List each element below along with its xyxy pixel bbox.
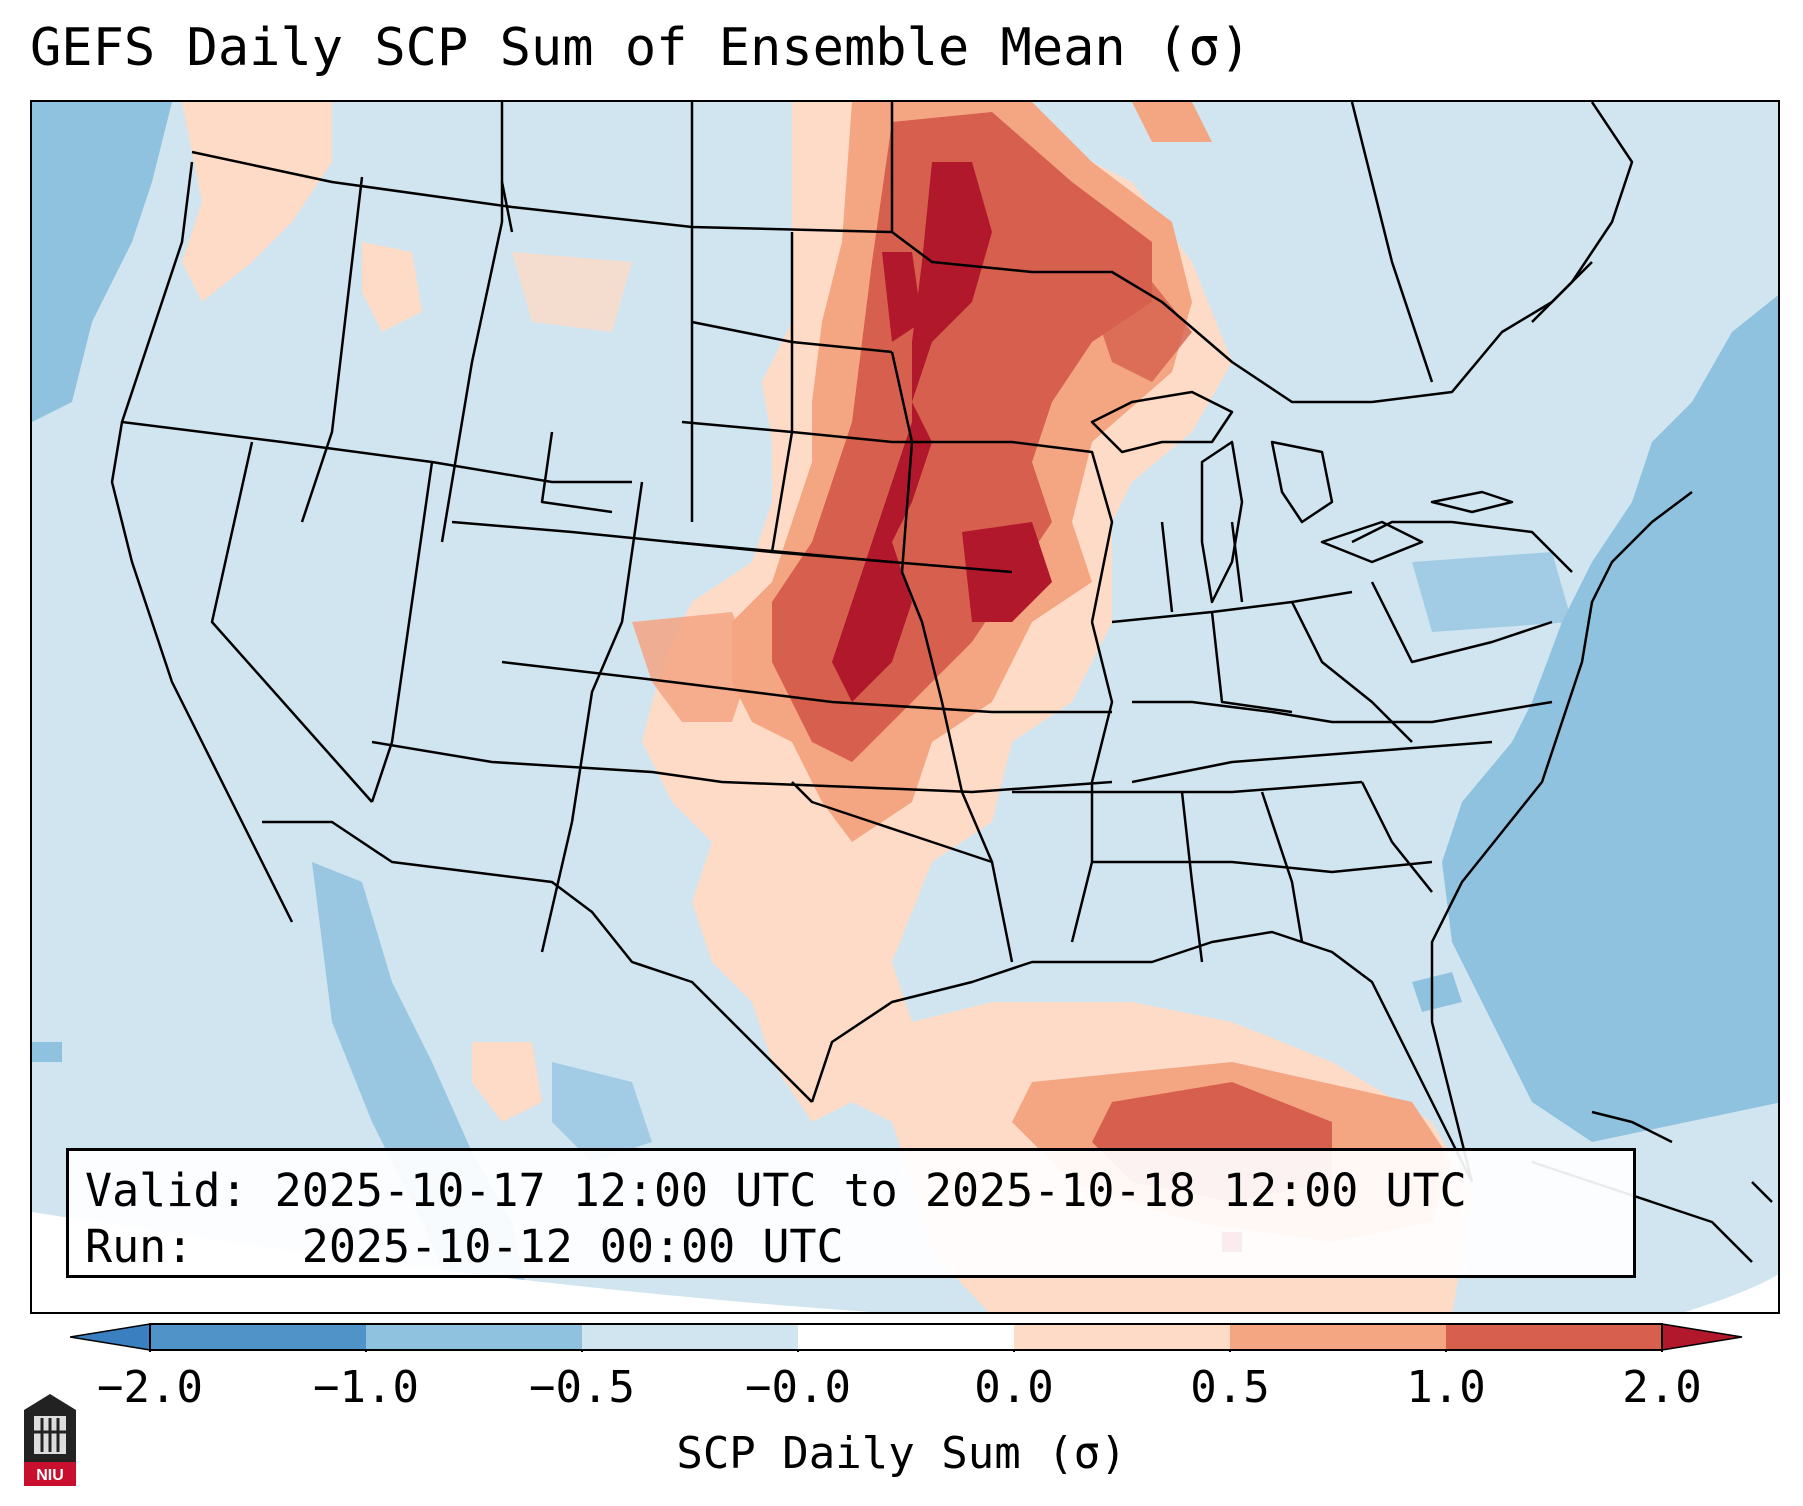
niu-logo: NIU [24,1394,76,1486]
valid-value: 2025-10-17 12:00 UTC to 2025-10-18 12:00… [274,1164,1467,1217]
map-title: GEFS Daily SCP Sum of Ensemble Mean (σ) [30,18,1251,78]
pennsylvania-blue-patch [1412,552,1572,632]
colorbar-segment-4 [798,1324,1014,1350]
colorbar-segment-1 [150,1324,366,1350]
colorbar-segment-2 [366,1324,582,1350]
colorbar-segment-7 [1446,1324,1662,1350]
map-panel[interactable] [30,100,1780,1314]
colorbar-tick-7: 1.0 [1406,1362,1486,1413]
colorbar-over-arrow [1661,1323,1743,1351]
idaho-light-region [362,242,422,332]
colorbar-tick-1: −2.0 [97,1362,203,1413]
pacific-ocean-cell [32,1042,62,1062]
colorbar-tick-4: −0.0 [745,1362,851,1413]
colorado-medium-region [632,612,752,722]
colorbar-segment-3 [582,1324,798,1350]
state-borders [110,102,1773,1263]
map-svg [32,102,1778,1312]
colorbar-outline [149,1323,1663,1351]
mexico-light-region [472,1042,542,1122]
pnw-light-region [182,102,332,302]
run-value: 2025-10-12 00:00 UTC [301,1220,844,1273]
mexico-blue-patch [552,1062,652,1162]
colorbar-segment-5 [1014,1324,1230,1350]
valid-label: Valid: [85,1164,248,1217]
run-label: Run: [85,1220,194,1273]
colorbar-segment-6 [1230,1324,1446,1350]
logo-banner [24,1462,76,1486]
logo-text: NIU [36,1467,64,1484]
mask-bottom-right [1685,1274,1778,1312]
colorbar-tick-5: 0.0 [974,1362,1054,1413]
montana-light-region [512,252,632,332]
scp-max-region-1 [832,162,992,702]
florida-blue-patch [1412,972,1462,1012]
colorbar-tick-6: 0.5 [1190,1362,1270,1413]
colorbar-under-arrow [70,1323,151,1351]
colorbar [70,1323,1743,1352]
valid-run-box: Valid: 2025-10-17 12:00 UTC to 2025-10-1… [66,1148,1636,1278]
logo-windows [34,1418,66,1452]
pacific-ocean-north [32,102,172,422]
ontario-medium-region [1132,102,1212,142]
mask-bottom-left [32,1212,871,1312]
colorbar-tick-8: 2.0 [1622,1362,1702,1413]
atlantic-ocean [1442,295,1778,1142]
scp-max-region-3 [882,252,922,342]
colorbar-tick-3: −0.5 [529,1362,635,1413]
colorbar-label: SCP Daily Sum (σ) [676,1428,1127,1479]
colorbar-tick-marks [149,1350,1663,1352]
colorbar-tick-2: −1.0 [313,1362,419,1413]
